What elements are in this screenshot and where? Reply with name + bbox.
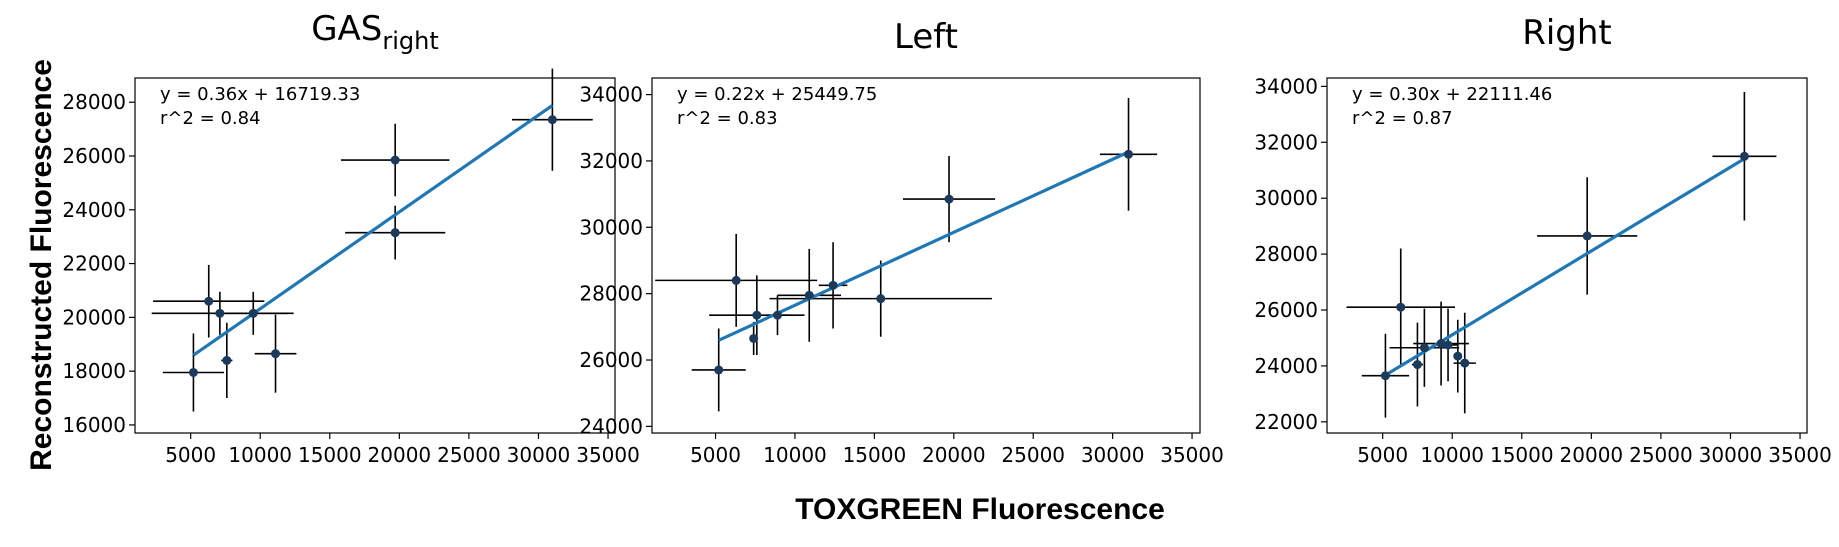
x-tick-label: 15000 (298, 443, 362, 467)
x-tick-label: 10000 (228, 443, 292, 467)
data-point (547, 115, 557, 125)
panel-title: Right (1522, 13, 1612, 53)
y-tick-label: 28000 (1254, 242, 1318, 266)
x-tick-label: 15000 (1490, 443, 1554, 467)
data-point (1443, 340, 1453, 350)
data-point (714, 365, 724, 375)
plot-frame (1326, 77, 1808, 434)
panel-title: Left (894, 17, 958, 57)
y-tick-label: 16000 (62, 413, 126, 437)
x-tick-label: 5000 (690, 443, 741, 467)
x-tick-label: 30000 (507, 443, 571, 467)
y-tick-label: 32000 (1254, 130, 1318, 154)
y-tick-label: 30000 (579, 215, 643, 239)
plot-frame (134, 77, 616, 434)
data-point (1453, 351, 1463, 361)
y-tick-label: 22000 (1254, 410, 1318, 434)
data-point (752, 310, 762, 320)
r-squared: r^2 = 0.87 (1352, 108, 1453, 129)
data-point (1419, 343, 1429, 353)
r-squared: r^2 = 0.84 (160, 108, 261, 129)
fit-equation: y = 0.36x + 16719.33 (160, 84, 360, 105)
data-point (215, 308, 225, 318)
x-tick-label: 25000 (437, 443, 501, 467)
x-tick-label: 25000 (1629, 443, 1693, 467)
y-tick-label: 22000 (62, 252, 126, 276)
plot-frame (651, 77, 1201, 434)
y-tick-label: 24000 (62, 198, 126, 222)
x-axis-label: TOXGREEN Fluorescence (795, 493, 1165, 526)
data-point (204, 296, 214, 306)
y-tick-label: 20000 (62, 305, 126, 329)
panel-title: GASright (311, 9, 439, 55)
x-tick-label: 20000 (1560, 443, 1624, 467)
x-tick-label: 20000 (368, 443, 432, 467)
data-point (271, 349, 281, 359)
panel-title-subscript: right (382, 27, 438, 55)
y-tick-label: 28000 (62, 90, 126, 114)
fit-line (1384, 157, 1746, 377)
x-tick-label: 30000 (1081, 443, 1145, 467)
data-point (1436, 339, 1446, 349)
data-point (1396, 302, 1406, 312)
data-point (828, 280, 838, 290)
x-tick-label: 35000 (1160, 443, 1224, 467)
data-point (188, 367, 198, 377)
y-tick-label: 30000 (1254, 186, 1318, 210)
fit-line (718, 150, 1130, 342)
data-point (772, 310, 782, 320)
x-tick-label: 5000 (165, 443, 216, 467)
data-point (1412, 360, 1422, 370)
x-tick-label: 25000 (1001, 443, 1065, 467)
fit-equation: y = 0.30x + 22111.46 (1352, 84, 1552, 105)
fit-line (192, 104, 554, 357)
data-point (1380, 371, 1390, 381)
y-tick-label: 34000 (1254, 74, 1318, 98)
y-tick-label: 18000 (62, 359, 126, 383)
data-point (749, 333, 759, 343)
x-tick-label: 35000 (1768, 443, 1832, 467)
x-tick-label: 15000 (843, 443, 907, 467)
x-tick-label: 5000 (1357, 443, 1408, 467)
fit-equation: y = 0.22x + 25449.75 (677, 84, 877, 105)
data-point (804, 290, 814, 300)
x-tick-label: 30000 (1699, 443, 1763, 467)
y-tick-label: 24000 (579, 414, 643, 438)
data-point (1582, 231, 1592, 241)
y-tick-label: 26000 (62, 144, 126, 168)
y-tick-label: 34000 (579, 83, 643, 107)
data-point (1460, 358, 1470, 368)
data-point (731, 275, 741, 285)
data-point (248, 308, 258, 318)
data-point (944, 194, 954, 204)
x-tick-label: 35000 (576, 443, 640, 467)
r-squared: r^2 = 0.83 (677, 108, 778, 129)
x-tick-label: 20000 (922, 443, 986, 467)
y-tick-label: 32000 (579, 149, 643, 173)
y-tick-label: 24000 (1254, 354, 1318, 378)
data-point (1739, 151, 1749, 161)
data-point (876, 294, 886, 304)
data-point (390, 155, 400, 165)
x-tick-label: 10000 (763, 443, 827, 467)
data-point (222, 355, 232, 365)
y-axis-label: Reconstructed Fluorescence (25, 59, 58, 471)
y-tick-label: 28000 (579, 282, 643, 306)
x-tick-label: 10000 (1420, 443, 1484, 467)
chart-panel-2: Left 5000 10000 15000 20000 25000 30000 35000 24… (579, 17, 1223, 467)
y-tick-label: 26000 (1254, 298, 1318, 322)
y-tick-label: 26000 (579, 348, 643, 372)
data-point (390, 228, 400, 238)
data-point (1124, 149, 1134, 159)
